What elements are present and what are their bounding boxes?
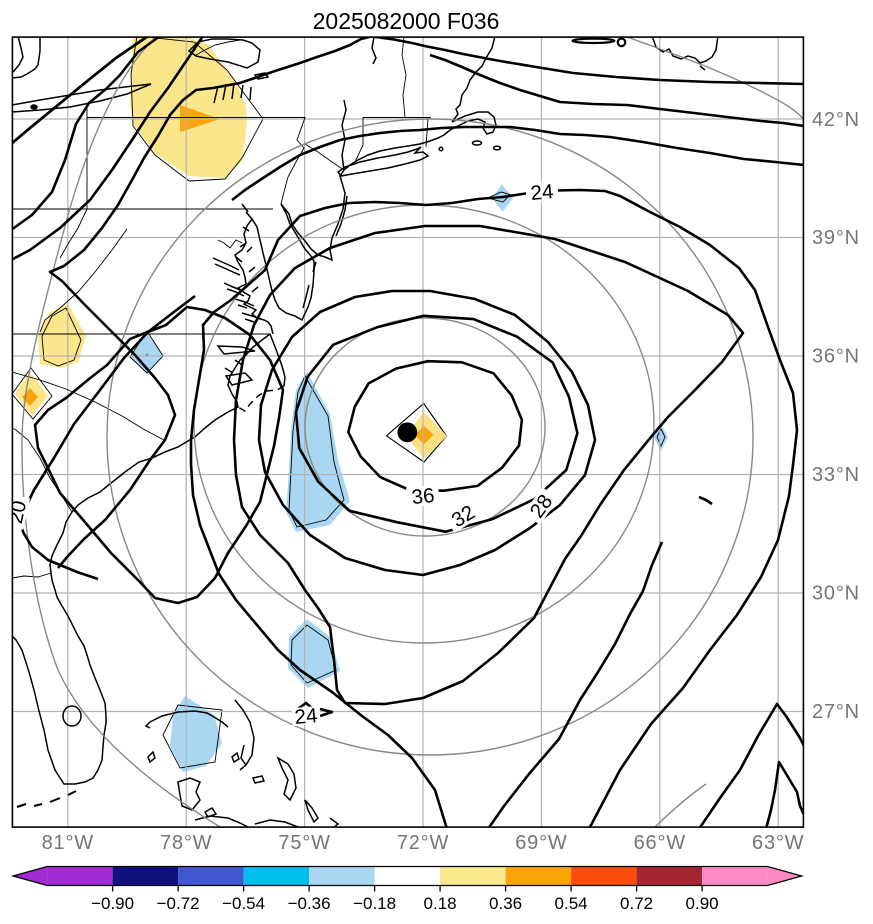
svg-text:36°N: 36°N (812, 346, 860, 368)
svg-text:0.54: 0.54 (555, 894, 588, 913)
svg-text:0.18: 0.18 (424, 894, 457, 913)
svg-text:75°W: 75°W (278, 832, 330, 854)
svg-text:−0.36: −0.36 (288, 894, 331, 913)
svg-text:81°W: 81°W (42, 832, 94, 854)
svg-text:−0.18: −0.18 (353, 894, 396, 913)
svg-text:39°N: 39°N (812, 227, 860, 249)
svg-text:69°W: 69°W (515, 832, 567, 854)
svg-text:72°W: 72°W (397, 832, 449, 854)
svg-text:−0.90: −0.90 (91, 894, 134, 913)
svg-text:78°W: 78°W (160, 832, 212, 854)
svg-text:2025082000 F036: 2025082000 F036 (313, 8, 500, 34)
svg-text:33°N: 33°N (812, 464, 860, 486)
svg-text:24: 24 (530, 180, 555, 205)
svg-text:30°N: 30°N (812, 583, 860, 605)
svg-text:0.36: 0.36 (489, 894, 522, 913)
svg-text:0.90: 0.90 (686, 894, 719, 913)
svg-text:36: 36 (411, 484, 436, 509)
svg-text:63°W: 63°W (752, 832, 804, 854)
svg-text:24: 24 (294, 704, 319, 729)
svg-text:66°W: 66°W (634, 832, 686, 854)
svg-text:42°N: 42°N (812, 109, 860, 131)
svg-text:−0.72: −0.72 (157, 894, 200, 913)
svg-text:27°N: 27°N (812, 701, 860, 723)
svg-text:20: 20 (4, 499, 31, 526)
svg-text:−0.54: −0.54 (222, 894, 265, 913)
svg-text:0.72: 0.72 (620, 894, 653, 913)
